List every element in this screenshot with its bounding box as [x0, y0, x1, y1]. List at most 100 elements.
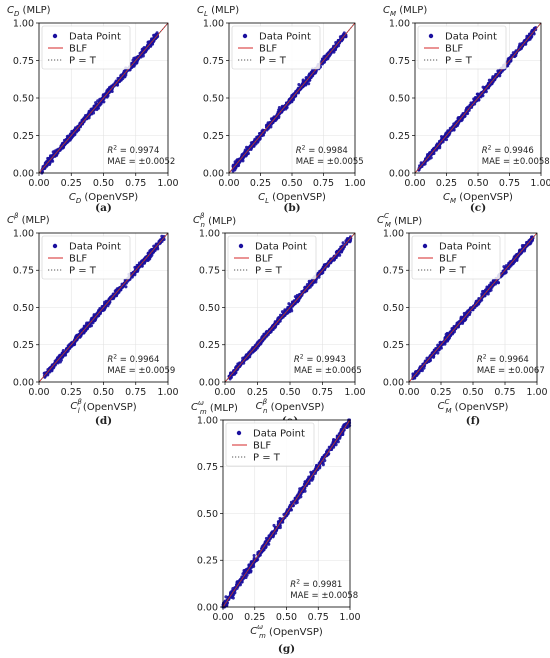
chart-panel: 0.000.000.250.250.500.500.750.751.001.00… [193, 212, 366, 427]
chart-panel: 0.000.000.250.250.500.500.750.751.001.00… [197, 5, 366, 214]
data-point [252, 554, 256, 558]
data-point [496, 281, 501, 285]
panel-caption: (d) [95, 415, 112, 427]
legend-label: BLF [69, 44, 87, 55]
x-tick-label: 0.50 [279, 387, 300, 398]
y-tick-label: 0.50 [13, 303, 34, 314]
x-tick-label: 0.25 [61, 178, 82, 189]
x-tick-label: 0.00 [218, 178, 239, 189]
y-tick-label: 1.00 [13, 18, 34, 29]
x-axis-label: CD (OpenVSP) [69, 192, 138, 205]
y-tick-label: 0.25 [203, 131, 224, 142]
x-tick-label: 0.25 [430, 387, 451, 398]
legend-label: P = T [69, 56, 97, 67]
mae-annotation: MAE = ±0.0065 [294, 366, 362, 376]
y-tick-label: 0.00 [197, 602, 218, 613]
data-point [332, 50, 336, 54]
x-tick-label: 0.50 [281, 178, 302, 189]
data-point [277, 105, 281, 110]
mae-annotation: MAE = ±0.0055 [296, 157, 364, 167]
y-tick-label: 0.25 [13, 131, 34, 142]
data-point [133, 273, 137, 277]
data-point [455, 123, 460, 128]
legend-label: P = T [253, 453, 281, 464]
y-tick-label: 1.00 [197, 415, 218, 426]
data-point [74, 130, 78, 134]
legend-marker-data-point [238, 243, 244, 249]
mae-annotation: MAE = ±0.0067 [477, 366, 545, 376]
panel-caption: (a) [95, 202, 112, 214]
data-point [348, 424, 352, 428]
legend-label: BLF [439, 254, 457, 265]
data-point [529, 35, 533, 40]
y-tick-label: 0.25 [383, 340, 404, 351]
x-axis-label: CC M (OpenVSP) [438, 398, 509, 415]
x-tick-label: 0.50 [276, 612, 297, 623]
chart-panel: 0.000.000.250.250.500.500.750.751.001.00… [377, 212, 548, 427]
x-tick-label: 1.00 [526, 387, 547, 398]
y-tick-label: 0.75 [389, 56, 410, 67]
data-point [282, 104, 286, 109]
x-tick-label: 0.75 [125, 387, 146, 398]
legend-label: BLF [69, 254, 87, 265]
data-point [278, 517, 282, 521]
data-point [287, 302, 291, 306]
x-tick-label: 0.75 [313, 178, 334, 189]
data-point [466, 112, 470, 116]
mae-annotation: MAE = ±0.0059 [107, 366, 175, 376]
data-point [53, 149, 57, 153]
legend-label: Data Point [439, 242, 491, 253]
y-axis-label: CC M (MLP) [377, 212, 422, 229]
y-tick-label: 1.00 [203, 18, 224, 29]
y-axis-label: Cβ (MLP) [7, 212, 50, 226]
legend-label: Data Point [445, 32, 497, 43]
data-point [488, 82, 492, 86]
x-tick-label: 0.75 [125, 178, 146, 189]
y-tick-label: 1.00 [199, 228, 220, 239]
data-point [108, 85, 112, 89]
data-point [233, 160, 237, 164]
x-axis-label: CL (OpenVSP) [258, 192, 326, 205]
y-tick-label: 0.50 [383, 303, 404, 314]
legend-marker-data-point [422, 243, 428, 249]
data-point [122, 69, 126, 73]
x-tick-label: 0.75 [499, 178, 520, 189]
legend-marker-data-point [428, 33, 434, 39]
data-point [44, 161, 48, 165]
x-tick-label: 0.00 [404, 178, 425, 189]
data-point [308, 72, 312, 76]
data-point [278, 313, 283, 317]
data-point [256, 139, 260, 143]
y-tick-label: 0.50 [389, 93, 410, 104]
data-point [257, 132, 262, 136]
legend-box [41, 25, 131, 70]
x-tick-label: 1.00 [344, 178, 365, 189]
x-tick-label: 0.25 [244, 612, 265, 623]
legend-marker-data-point [52, 243, 58, 249]
data-point [321, 463, 325, 467]
data-point [423, 162, 427, 166]
legend-label: P = T [445, 56, 473, 67]
data-point [303, 79, 307, 83]
data-point [295, 293, 299, 297]
data-point [47, 156, 51, 160]
y-tick-label: 0.25 [13, 340, 34, 351]
legend-label: BLF [253, 441, 271, 452]
data-point [341, 241, 345, 245]
x-axis-label: Cβ l (OpenVSP) [70, 398, 136, 415]
legend-label: Data Point [69, 242, 121, 253]
x-tick-label: 0.50 [93, 387, 114, 398]
data-point [267, 542, 271, 546]
legend-label: P = T [439, 266, 467, 277]
legend-box [417, 25, 507, 70]
r-squared-annotation: R2 = 0.9984 [296, 145, 348, 157]
y-tick-label: 0.00 [13, 168, 34, 179]
y-tick-label: 0.75 [383, 266, 404, 277]
legend-label: Data Point [69, 32, 121, 43]
